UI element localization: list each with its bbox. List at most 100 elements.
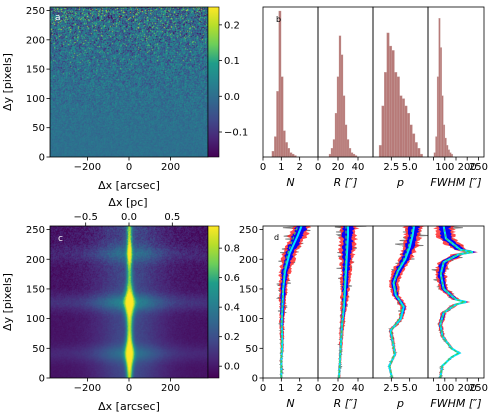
x-tick-label: 200 (161, 162, 180, 173)
histogram-bar (285, 142, 288, 158)
histogram-bar (446, 145, 449, 158)
histogram-bar (334, 113, 338, 158)
histogram-bar (291, 153, 295, 158)
histogram-bar (340, 54, 344, 158)
x-tick-label: 250 (469, 162, 488, 173)
histogram-bar (336, 76, 340, 158)
x-tick-label: 5.0 (402, 383, 418, 394)
subpanel-xlabel: p (396, 176, 404, 189)
x-tick-label: 0 (315, 383, 321, 394)
y-tick-label: 250 (26, 6, 45, 17)
histogram-bar (389, 45, 393, 158)
panel-b-label: b (276, 15, 281, 24)
panel-a-axes: −200 0 200 0 50 100 150 200 250 (26, 6, 180, 173)
subpanel-xlabel: FWHM [″] (430, 176, 481, 189)
histogram-bar (412, 133, 416, 158)
histogram-bar (433, 152, 436, 158)
histogram-bar (346, 139, 350, 158)
histogram-bar (409, 124, 413, 158)
panel-a-colorbar-ticks: −0.1 0.0 0.1 0.2 (219, 20, 248, 139)
x-tick-label: −200 (74, 383, 101, 394)
y-tick-label: 0 (39, 153, 45, 164)
colorbar-tick-label: 0.0 (224, 92, 240, 103)
panel-c-colorbar (207, 225, 220, 379)
panel-c-colorbar-ticks: 0.0 0.2 0.4 0.6 0.8 (219, 244, 240, 373)
x-tick-label: 0 (260, 383, 266, 394)
subpanel-xlabel: R [″] (334, 176, 358, 189)
histogram-bar (381, 105, 385, 158)
subpanel-xlabel: p (396, 397, 404, 410)
histogram-bar (443, 124, 446, 158)
y-tick-label: 0 (252, 374, 258, 385)
panel-c-xlabel: Δx [arcsec] (98, 400, 160, 413)
colorbar-tick-label: 0.2 (224, 20, 240, 31)
histogram-bar (350, 152, 354, 158)
histogram-bar (289, 152, 293, 158)
panel-c-label: c (58, 234, 63, 244)
y-tick-label: 100 (239, 314, 258, 325)
inner-interval-band (437, 226, 477, 378)
x-tick-label: 250 (469, 383, 488, 394)
panel-c: c −200 0 200 0 50 100 150 200 250 −0.5 0.0 0.5 Δx [… (1, 196, 240, 413)
y-tick-label: 150 (26, 65, 45, 76)
histogram-frame (262, 6, 319, 158)
histogram-bar (404, 105, 408, 158)
x-tick-label: 200 (458, 162, 477, 173)
histogram-bar (444, 137, 447, 158)
histogram-bar (274, 136, 277, 158)
histogram-bar (278, 10, 282, 158)
histogram-bar (348, 148, 352, 158)
histogram-bar (342, 95, 346, 158)
panel-a-heatmap (50, 7, 208, 157)
y-tick-label: 0 (39, 374, 45, 385)
histogram-bar (280, 76, 284, 158)
y-tick-label: 250 (26, 225, 45, 236)
histogram-bar (449, 152, 452, 158)
y-tick-label: 200 (26, 35, 45, 46)
histogram-bar (330, 148, 334, 158)
histogram-bar (332, 139, 336, 158)
histogram-bar (417, 148, 421, 158)
subpanel-xlabel: N (286, 397, 294, 410)
profile-layers (275, 226, 312, 378)
colorbar-tick-label: 0.1 (224, 56, 240, 67)
x-tick-label: 40 (352, 162, 365, 173)
histogram-bar (441, 95, 444, 158)
top-x-tick-label: 0.5 (164, 212, 180, 223)
subpanel-xlabel: R [″] (334, 397, 358, 410)
subpanel-xlabel: N (286, 176, 294, 189)
histogram-bar (436, 76, 439, 158)
x-tick-label: 20 (332, 162, 345, 173)
histogram-bar (344, 124, 348, 158)
panel-c-axes: −200 0 200 0 50 100 150 200 250 −0.5 0.0 0.5 (26, 212, 180, 394)
x-tick-label: 2 (296, 383, 302, 394)
x-tick-label: 1 (278, 162, 284, 173)
model-fit-line (338, 226, 347, 378)
panel-a-colorbar (207, 6, 220, 158)
y-tick-label: 50 (245, 344, 258, 355)
x-tick-label: 200 (161, 383, 180, 394)
x-tick-label: 2.5 (383, 162, 399, 173)
histogram-bar (328, 153, 332, 158)
histogram-bar (384, 72, 387, 158)
x-tick-label: −200 (74, 162, 101, 173)
x-tick-label: 2.5 (383, 383, 399, 394)
x-tick-label: 0 (126, 162, 132, 173)
panel-a-ylabel: Δy [pixels] (1, 53, 14, 111)
histogram-bar (287, 148, 291, 158)
histogram-bar (338, 35, 342, 158)
y-tick-label: 100 (26, 314, 45, 325)
colorbar-tick-label: 0.2 (224, 332, 240, 343)
histogram-bar (401, 98, 405, 158)
x-tick-label: 200 (458, 383, 477, 394)
histogram-bar (438, 18, 441, 158)
histogram-bar (435, 136, 438, 158)
histogram-bar (414, 142, 418, 158)
panel-a: a −200 0 200 0 50 100 150 200 250 Δx [arcsec] Δy… (1, 6, 248, 192)
x-tick-label: 5.0 (402, 162, 418, 173)
x-tick-label: 0 (260, 162, 266, 173)
y-tick-label: 250 (239, 225, 258, 236)
histogram-bar (276, 91, 280, 158)
